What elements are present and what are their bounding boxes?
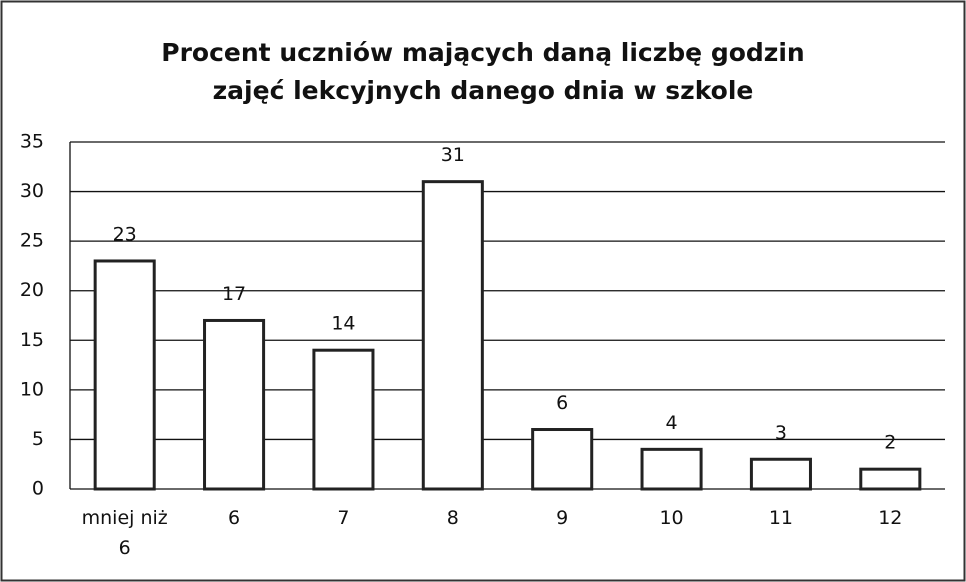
x-tick-label: 6 <box>228 507 241 529</box>
x-tick-label: mniej niż 6 <box>81 507 168 559</box>
bar <box>640 447 703 491</box>
data-label: 14 <box>331 313 355 335</box>
data-label: 17 <box>222 283 246 305</box>
y-tick-label: 0 <box>32 478 44 500</box>
x-tick-label: 7 <box>337 507 350 529</box>
y-tick-label: 25 <box>20 230 44 252</box>
bar <box>859 467 922 491</box>
bar <box>93 259 156 491</box>
y-tick-label: 15 <box>20 329 44 351</box>
data-label: 3 <box>775 422 787 444</box>
data-label: 4 <box>666 412 678 434</box>
data-label: 2 <box>884 432 896 454</box>
y-tick-label: 20 <box>20 279 44 301</box>
x-tick-label: 12 <box>878 507 903 529</box>
bar <box>531 428 594 491</box>
data-label: 6 <box>556 392 568 414</box>
y-tick-label: 30 <box>20 180 44 202</box>
y-tick-label: 10 <box>20 378 44 400</box>
bar <box>421 180 484 491</box>
chart-title: Procent uczniów mających daną liczbę god… <box>161 38 805 105</box>
x-tick-label: 8 <box>446 507 459 529</box>
bar <box>203 318 266 491</box>
data-label: 23 <box>113 223 137 245</box>
x-tick-label: 10 <box>659 507 684 529</box>
bar <box>749 457 812 491</box>
x-tick-label: 11 <box>768 507 794 529</box>
x-tick-label: 9 <box>556 507 569 529</box>
y-tick-label: 35 <box>20 131 44 153</box>
y-tick-label: 5 <box>32 428 44 450</box>
data-label: 31 <box>441 144 465 166</box>
bar <box>312 348 375 491</box>
